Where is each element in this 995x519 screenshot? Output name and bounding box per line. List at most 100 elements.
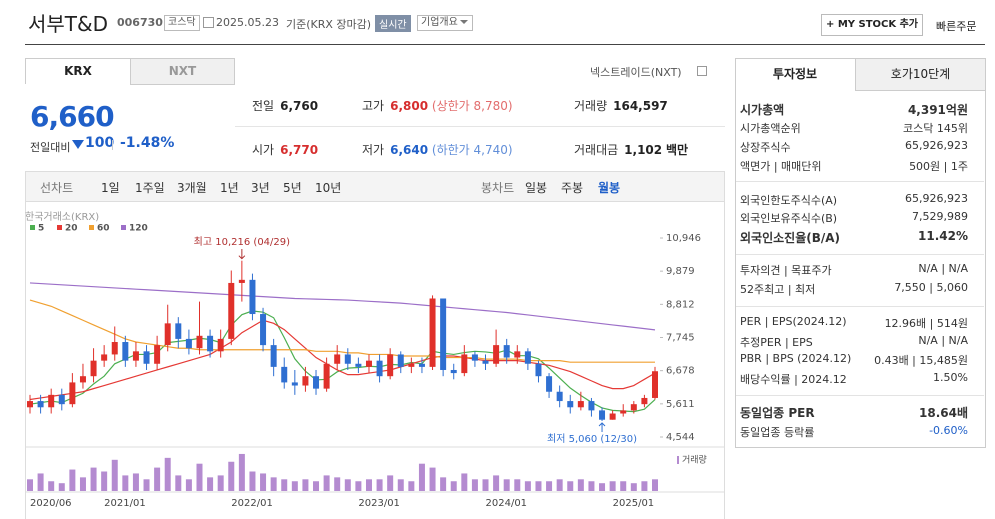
volume-bar bbox=[270, 477, 277, 491]
candle-body bbox=[355, 363, 362, 367]
nxt-link[interactable]: 넥스트레이드(NXT) bbox=[590, 66, 682, 79]
market-badge: 코스닥 bbox=[164, 15, 200, 31]
candle-body bbox=[69, 382, 76, 405]
volume-bar bbox=[429, 467, 436, 491]
overview-button[interactable]: 기업개요 bbox=[417, 15, 473, 31]
label: 거래량 bbox=[574, 99, 608, 113]
tab-invest[interactable]: 투자정보 bbox=[772, 67, 818, 81]
candle-body bbox=[132, 351, 139, 361]
volume-bar bbox=[376, 479, 383, 491]
candle-body bbox=[175, 323, 182, 339]
row-value: 500원 | 1주 bbox=[909, 160, 968, 173]
row-value: -0.60% bbox=[929, 424, 968, 437]
quote-open: 시가 6,770 bbox=[252, 141, 318, 158]
volume-bar bbox=[567, 481, 574, 491]
candle-body bbox=[546, 376, 553, 392]
date: 2025.05.23 bbox=[216, 16, 279, 29]
volume-bar bbox=[281, 479, 288, 491]
ma-line bbox=[29, 319, 656, 401]
label: 고가 bbox=[362, 99, 385, 113]
value: 6,800 bbox=[390, 99, 429, 113]
x-tick-label: 2024/01 bbox=[486, 498, 528, 509]
stock-name: 서부T&D bbox=[28, 12, 109, 36]
candle-body bbox=[577, 401, 584, 408]
y-tick-label: 7,745 bbox=[666, 333, 695, 344]
candle-tab[interactable]: 주봉 bbox=[561, 181, 584, 195]
volume-bar bbox=[418, 463, 425, 491]
candle-label: 봉차트 bbox=[481, 181, 515, 195]
period-tab[interactable]: 1년 bbox=[220, 181, 239, 195]
period-tab[interactable]: 1주일 bbox=[135, 181, 165, 195]
candle-tab[interactable]: 월봉 bbox=[598, 181, 621, 195]
low-arrow bbox=[598, 422, 606, 432]
tab-krx[interactable]: KRX bbox=[25, 58, 131, 84]
unit: 백만 bbox=[665, 143, 689, 157]
candle-body bbox=[101, 354, 108, 361]
value: 1,102 bbox=[624, 143, 663, 157]
row-value: 7,550 | 5,060 bbox=[894, 281, 968, 294]
candle-body bbox=[270, 345, 277, 367]
row-value: 1.50% bbox=[933, 371, 968, 384]
candle-body bbox=[58, 394, 65, 405]
tab-nxt[interactable]: NXT bbox=[130, 58, 235, 85]
limit: (상한가 8,780) bbox=[431, 99, 513, 113]
candle-body bbox=[302, 376, 309, 386]
candle-body bbox=[609, 413, 616, 420]
legend-label: 60 bbox=[97, 224, 110, 234]
volume-bar bbox=[408, 481, 415, 491]
volume-bar bbox=[249, 471, 256, 491]
candle-body bbox=[48, 394, 55, 408]
volume-bar bbox=[111, 459, 118, 491]
label: 전일 bbox=[252, 99, 275, 113]
legend-swatch bbox=[89, 225, 94, 230]
volume-bar bbox=[79, 477, 86, 491]
quote-volume: 거래량 164,597 bbox=[574, 97, 668, 114]
change-percent: -1.48% bbox=[120, 135, 175, 151]
candle-body bbox=[387, 354, 394, 377]
row-value: 7,529,989 bbox=[912, 210, 968, 223]
row-label: 외국인한도주식수(A) bbox=[740, 194, 838, 207]
row-value: 11.42% bbox=[918, 229, 968, 243]
y-tick-label: 4,544 bbox=[666, 432, 695, 443]
volume-bar bbox=[90, 467, 97, 491]
volume-bar bbox=[461, 473, 468, 491]
volume-bar bbox=[546, 481, 553, 491]
source: 한국거래소(KRX) bbox=[25, 211, 99, 223]
volume-bar bbox=[27, 479, 33, 491]
period-tab[interactable]: 5년 bbox=[283, 181, 302, 195]
volume-label: 거래량 bbox=[682, 454, 707, 466]
quote-low: 저가 6,640 (하한가 4,740) bbox=[362, 141, 513, 158]
row-value: 12.96배 | 514원 bbox=[884, 317, 968, 330]
value: 6,760 bbox=[280, 99, 319, 113]
candle-body bbox=[313, 376, 320, 389]
legend-label: 20 bbox=[65, 224, 78, 234]
candle-body bbox=[196, 335, 203, 349]
legend-label: 120 bbox=[129, 224, 148, 234]
volume-bar bbox=[58, 483, 65, 491]
legend-label: 5 bbox=[38, 224, 44, 234]
candle-body bbox=[154, 345, 161, 364]
tab-orderbook[interactable]: 호가10단계 bbox=[855, 59, 985, 91]
row-divider bbox=[736, 395, 984, 396]
x-tick-label: 2022/01 bbox=[231, 498, 273, 509]
row-label: 시가총액 bbox=[740, 103, 785, 117]
my-stock-button[interactable]: + MY STOCK 추가 bbox=[821, 14, 923, 36]
candle-body bbox=[238, 279, 245, 283]
period-tab[interactable]: 10년 bbox=[315, 181, 342, 195]
period-tab[interactable]: 3개월 bbox=[177, 181, 207, 195]
row-label: 상장주식수 bbox=[740, 141, 791, 154]
change-amount: 100 bbox=[85, 135, 115, 151]
volume-bar bbox=[344, 479, 351, 491]
row-label: 동일업종 PER bbox=[740, 406, 815, 420]
header-rule bbox=[25, 44, 985, 45]
candle-body bbox=[344, 354, 351, 364]
period-tab[interactable]: 1일 bbox=[101, 181, 120, 195]
row-value: 4,391억원 bbox=[907, 103, 968, 117]
volume-bar bbox=[260, 473, 267, 491]
period-tab[interactable]: 3년 bbox=[251, 181, 270, 195]
volume-bar bbox=[503, 479, 510, 491]
candle-tab[interactable]: 일봉 bbox=[525, 181, 548, 195]
candle-body bbox=[217, 338, 224, 352]
quick-order[interactable]: 빠른주문 bbox=[936, 20, 977, 33]
candle-body bbox=[461, 354, 468, 374]
